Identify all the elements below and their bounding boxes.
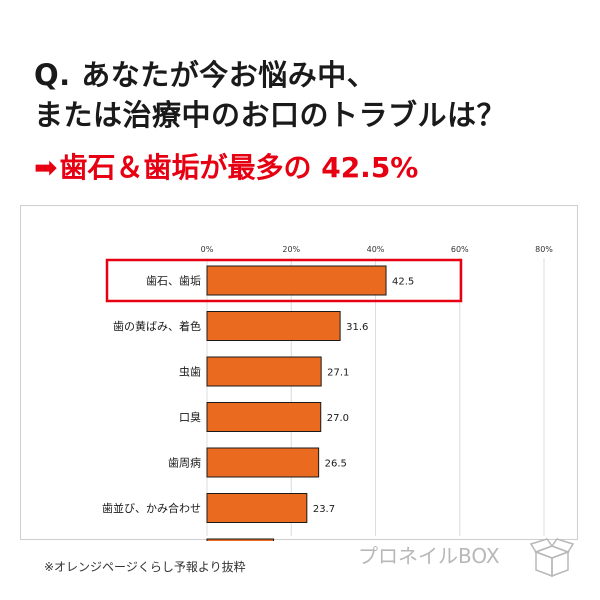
x-tick-label: 20% <box>282 245 300 254</box>
category-label: 口臭 <box>179 410 201 424</box>
headline: ➡歯石＆歯垢が最多の 42.5% <box>34 146 418 186</box>
source-note: ※オレンジページくらし予報より抜粋 <box>44 560 246 574</box>
value-label: 27.1 <box>327 368 349 379</box>
chart-panel: 0% 20% 40% 60% 80% 歯石、歯垢 42.5 歯の黄ばみ、着色 31.6 虫歯 27.… <box>20 205 578 541</box>
value-label: 31.6 <box>346 322 368 333</box>
highlight-frame <box>105 258 463 303</box>
value-label: 42.5 <box>392 277 414 288</box>
question-line-2: または治療中のお口のトラブルは？ <box>34 98 507 132</box>
bar <box>206 493 308 523</box>
bar <box>206 447 320 478</box>
x-tick-label: 80% <box>535 245 553 254</box>
bar <box>206 402 322 432</box>
category-label: 歯の黄ばみ、着色 <box>113 319 201 333</box>
value-label: 27.0 <box>327 413 349 424</box>
watermark-text: プロネイルBOX <box>358 544 500 568</box>
bar <box>206 356 322 387</box>
category-label: 歯石、歯垢 <box>146 275 201 288</box>
arrow-right-icon: ➡ <box>34 151 58 184</box>
box-icon <box>530 538 574 578</box>
x-tick-label: 40% <box>367 245 385 254</box>
bar <box>206 538 275 541</box>
category-label: 歯並び、かみ合わせ <box>102 501 201 515</box>
value-label: 26.5 <box>325 459 347 470</box>
bar <box>206 311 341 341</box>
category-label: 虫歯 <box>179 366 201 379</box>
bar-chart: 0% 20% 40% 60% 80% 歯石、歯垢 42.5 歯の黄ばみ、着色 31.6 虫歯 27.… <box>102 245 553 541</box>
x-tick-label: 0% <box>201 245 214 254</box>
bar <box>206 265 387 296</box>
x-tick-label: 60% <box>451 245 469 254</box>
category-label: 歯周病 <box>168 456 201 470</box>
headline-text: 歯石＆歯垢が最多の 42.5% <box>59 151 419 184</box>
value-label: 23.7 <box>313 504 335 515</box>
question-line-1: Q. あなたが今お悩み中、 <box>34 58 377 92</box>
